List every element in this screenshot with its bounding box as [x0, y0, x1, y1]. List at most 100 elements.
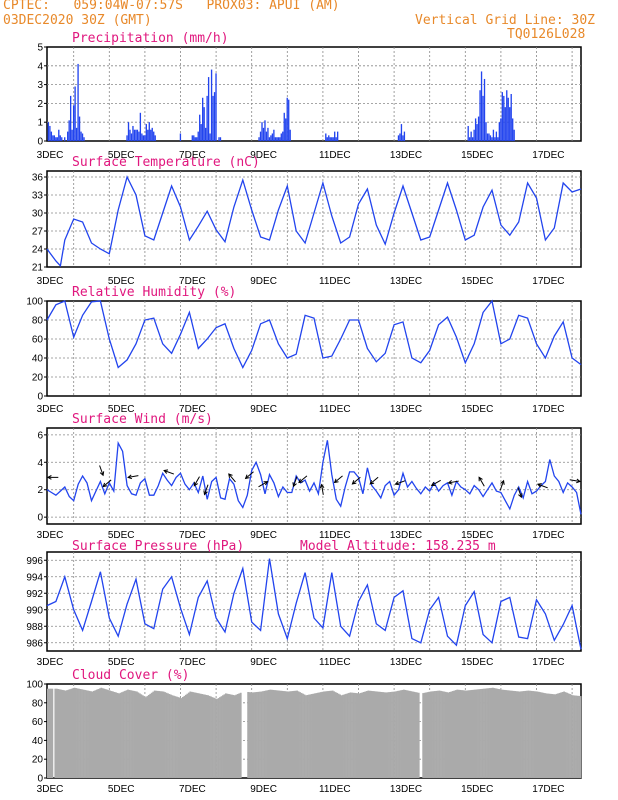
precip-ytick-label: 4 — [37, 61, 43, 72]
cloud-bar — [551, 694, 554, 778]
cloud-bar — [47, 688, 49, 778]
cloud-bar — [391, 691, 393, 778]
cloud-bar — [55, 688, 58, 778]
cloud-bar — [502, 689, 505, 778]
cloud-bar — [190, 691, 193, 778]
cloud-bar — [109, 690, 112, 778]
temperature-line — [46, 175, 582, 268]
cloud-bar — [535, 691, 537, 778]
wind-xtick-label: 13DEC — [390, 530, 422, 541]
cloud-bar — [116, 692, 119, 778]
precip-bar — [179, 133, 182, 141]
cloud-bar — [294, 690, 297, 778]
cloud-bar — [383, 692, 386, 778]
humidity-ytick-label: 20 — [32, 373, 44, 384]
wind-arrow-head — [298, 478, 304, 484]
cloud-bar — [152, 691, 155, 778]
humidity-ytick-label: 80 — [32, 316, 44, 327]
cloud-bar — [216, 699, 218, 778]
wind-xtick-label: 17DEC — [532, 530, 564, 541]
precip-bar — [507, 97, 509, 141]
cloud-bar — [134, 691, 137, 778]
cloud-bar — [210, 696, 212, 778]
wind-arrow-shaft — [99, 465, 104, 476]
cloud-bar — [512, 690, 515, 778]
cloud-bar — [168, 694, 171, 778]
cloud-title: Cloud Cover (%) — [72, 668, 189, 683]
precip-bar — [329, 137, 331, 141]
cloud-bar — [456, 689, 459, 778]
precip-bar — [203, 107, 205, 141]
cloud-bar — [529, 690, 531, 778]
cloud-bar — [444, 691, 447, 778]
cloud-bar — [253, 692, 255, 778]
cloud-bar — [446, 692, 448, 778]
pressure-xtick-label: 17DEC — [532, 657, 564, 668]
precip-bar — [218, 137, 220, 141]
cloud-bar — [92, 690, 95, 778]
cloud-bar — [314, 693, 316, 778]
cloud-bar — [472, 689, 475, 778]
cloud-bar — [156, 690, 159, 778]
cloud-bar — [492, 687, 494, 778]
cloud-bar — [548, 693, 551, 778]
cloud-bar — [248, 692, 251, 778]
cloud-bar — [361, 692, 364, 778]
cloud-bar — [293, 690, 296, 778]
wind-arrow-head — [99, 471, 105, 477]
precip-bar — [331, 137, 333, 141]
cloud-bar — [176, 696, 178, 778]
precip-bar — [52, 135, 54, 141]
precip-bar — [476, 124, 478, 141]
wind-xtick-label: 7DEC — [179, 530, 206, 541]
cloud-bar — [537, 691, 540, 778]
cloud-bar — [555, 693, 558, 778]
cloud-bar — [517, 691, 519, 778]
cloud-bar — [57, 689, 60, 778]
precip-bar — [154, 135, 156, 141]
cloud-ytick-label: 40 — [32, 736, 44, 747]
cloud-bar — [316, 692, 319, 778]
precip-bar — [259, 131, 262, 141]
pressure-xtick-label: 13DEC — [390, 657, 422, 668]
precip-bar — [400, 124, 403, 141]
cloud-bar — [72, 688, 74, 778]
precip-bar — [197, 131, 199, 141]
cloud-bar — [395, 691, 398, 778]
cloud-bar — [365, 691, 368, 778]
cloud-bar — [318, 692, 321, 778]
precip-bar — [513, 129, 515, 141]
precip-bar — [477, 116, 480, 141]
temperature-frame — [46, 170, 582, 268]
cloud-bar — [118, 693, 120, 778]
precip-bar — [56, 137, 58, 141]
precip-panel: Precipitation (mm/h) 0 1 2 3 4 5 3DEC 5DEC 7DEC 9D… — [37, 31, 582, 161]
wind-arrow-head — [244, 474, 250, 480]
precip-bar — [212, 95, 214, 141]
cloud-bar — [303, 694, 306, 778]
cloud-bar — [376, 691, 379, 778]
cloud-bar — [532, 691, 534, 778]
humidity-xtick-label: 7DEC — [179, 404, 206, 415]
cloud-bar — [100, 687, 103, 778]
cloud-bar — [448, 691, 451, 778]
wind-arrow-head — [163, 469, 169, 474]
pressure-ytick-label: 996 — [26, 556, 43, 567]
cloud-bar — [290, 691, 293, 778]
cloud-bar — [94, 690, 97, 778]
cloud-bar — [508, 690, 511, 778]
precip-bar — [506, 90, 508, 141]
cloud-bar — [572, 695, 574, 778]
cloud-bar — [549, 693, 552, 778]
temperature-ytick-label: 24 — [32, 245, 44, 256]
cloud-bar — [51, 688, 54, 778]
precip-bar — [144, 135, 146, 141]
temperature-xtick-label: 7DEC — [179, 276, 206, 287]
cloud-bar — [483, 688, 485, 778]
cloud-bar — [527, 690, 530, 778]
cloud-bar — [331, 690, 334, 778]
cloud-bar — [233, 695, 236, 778]
pressure-title: Surface Pressure (hPa) — [72, 539, 244, 554]
wind-arrow-head — [127, 474, 133, 480]
precip-bar — [68, 120, 70, 141]
